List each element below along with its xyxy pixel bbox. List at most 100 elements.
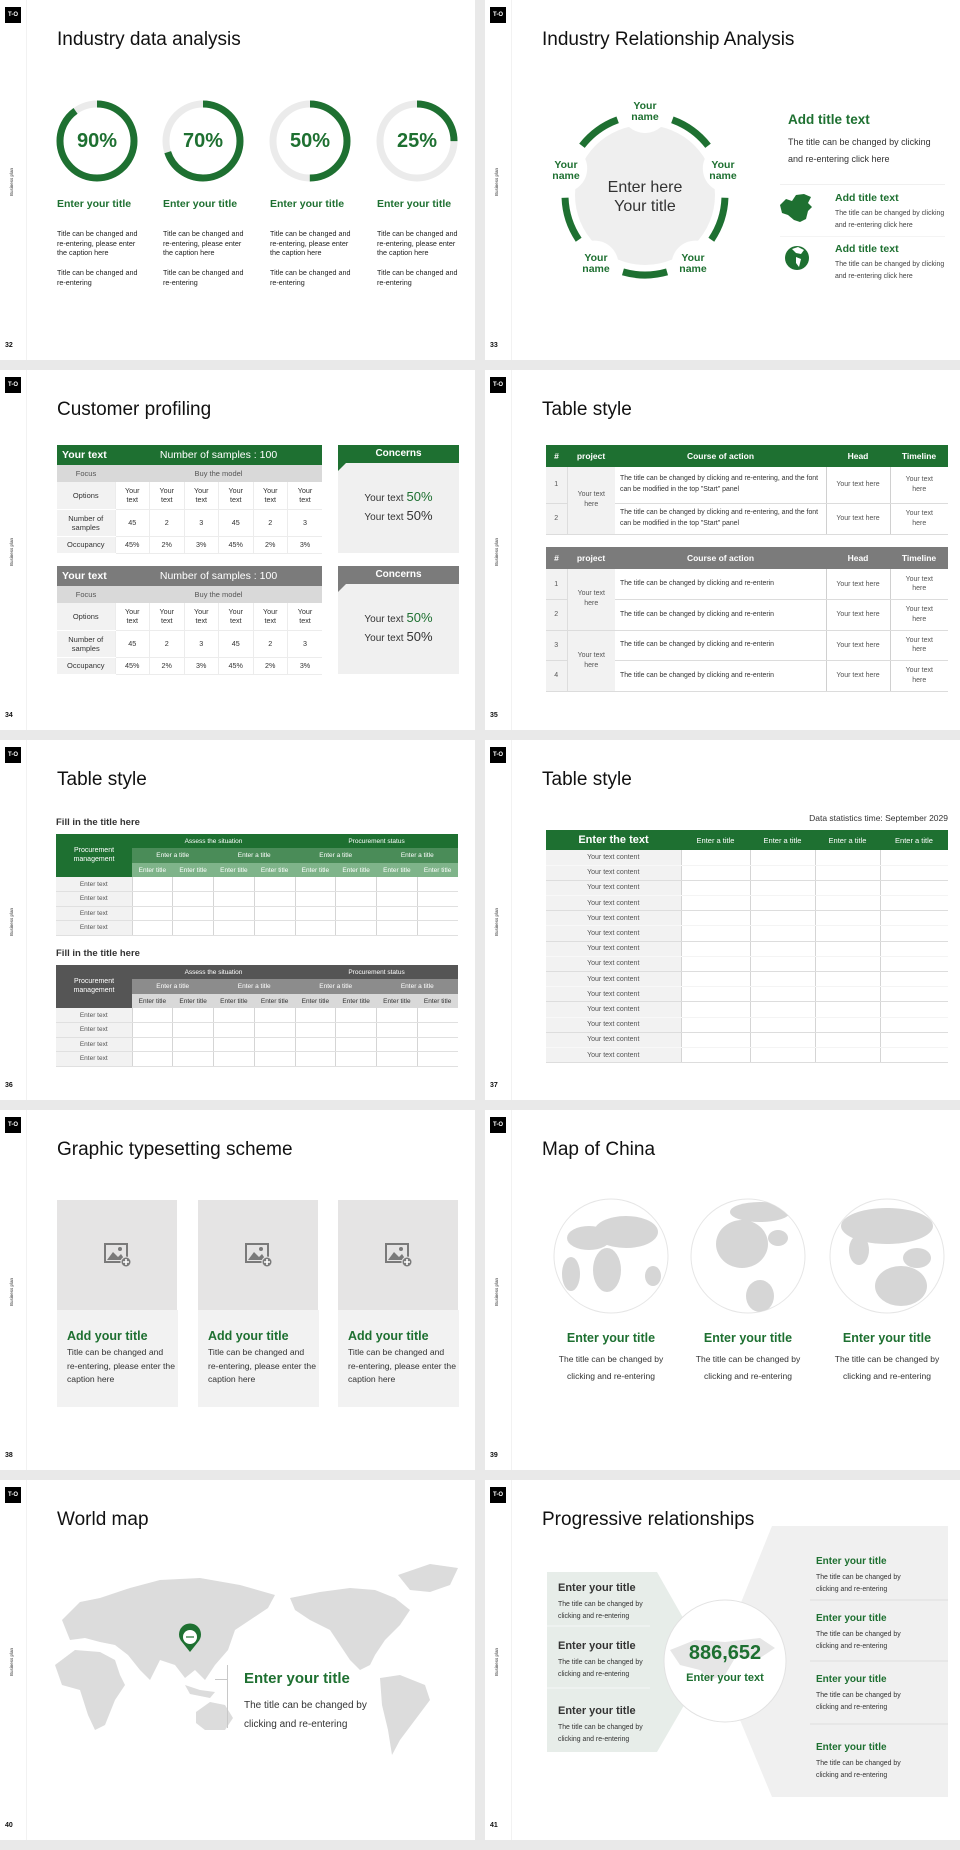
subgroup-header: Enter a title bbox=[295, 848, 377, 863]
column-header: project bbox=[567, 547, 615, 569]
empty-cell bbox=[294, 891, 336, 907]
slide-32[interactable]: T-O Business plan 32 Industry data analysis… bbox=[0, 0, 475, 360]
table-cell: 2 bbox=[149, 509, 184, 537]
table-header-right: Number of samples : 100 bbox=[115, 566, 323, 586]
image-placeholder[interactable] bbox=[338, 1200, 458, 1310]
empty-cell bbox=[294, 877, 336, 892]
column-header: Enter title bbox=[132, 994, 173, 1008]
empty-cell bbox=[253, 1037, 295, 1052]
course-cell: The title can be changed by clicking and… bbox=[615, 503, 826, 535]
page-number: 40 bbox=[5, 1822, 13, 1829]
empty-cell bbox=[749, 865, 815, 881]
ring-arc-segment bbox=[621, 268, 669, 279]
item-title: Add title text bbox=[835, 192, 899, 204]
fold-corner bbox=[338, 584, 346, 592]
empty-cell bbox=[814, 925, 880, 942]
slide-35[interactable]: T-O Business plan 35 Table style # project Cou… bbox=[485, 370, 960, 730]
page-number: 33 bbox=[490, 342, 498, 349]
globe-illustration bbox=[690, 1198, 806, 1314]
item-body: Title can be changed and re-entering, pl… bbox=[163, 229, 244, 258]
empty-cell bbox=[749, 850, 815, 866]
column-header: Enter title bbox=[213, 994, 255, 1008]
timeline-cell: Your text here bbox=[889, 569, 948, 600]
china-shape bbox=[780, 194, 812, 222]
globe-title: Enter your title bbox=[566, 1331, 656, 1345]
table-cell: Your text bbox=[218, 482, 253, 510]
globe-body: The title can be changed by clicking and… bbox=[558, 1354, 664, 1381]
left-item-title: Enter your title bbox=[558, 1705, 636, 1717]
logo: T-O bbox=[5, 377, 21, 393]
empty-cell bbox=[814, 986, 880, 1003]
table-cell: 45% bbox=[218, 657, 253, 675]
focus-label: Focus bbox=[57, 586, 115, 603]
head-cell: Your text here bbox=[825, 467, 890, 504]
procurement-table: Procurement management Assess the situati… bbox=[56, 965, 459, 1067]
sidebar-divider bbox=[26, 740, 27, 1100]
empty-cell bbox=[680, 941, 750, 957]
empty-cell bbox=[814, 1032, 880, 1048]
row-number: 1 bbox=[546, 467, 568, 504]
slide-40[interactable]: T-O Business plan 40 World map Enter your ti… bbox=[0, 1480, 475, 1840]
subgroup-header: Enter a title bbox=[295, 979, 377, 994]
row-label: Your text content bbox=[546, 910, 681, 927]
empty-cell bbox=[680, 850, 750, 866]
table-row: Your text content bbox=[546, 971, 948, 988]
empty-cell bbox=[376, 1051, 418, 1067]
slide-34[interactable]: T-O Business plan 34 Customer profiling Your… bbox=[0, 370, 475, 730]
table-row: 4 The title can be changed by clicking an… bbox=[546, 660, 948, 692]
image-placeholder[interactable] bbox=[198, 1200, 318, 1310]
item-body: The title can be changed by clicking and… bbox=[835, 261, 945, 280]
table-cell: 2% bbox=[149, 536, 184, 554]
empty-cell bbox=[879, 850, 948, 866]
empty-cell bbox=[814, 1047, 880, 1064]
table-cell: 3% bbox=[287, 536, 323, 554]
empty-cell bbox=[172, 1051, 214, 1067]
continent-shape bbox=[746, 1280, 774, 1312]
item-title: Enter your title bbox=[270, 198, 345, 210]
center-text: Enter your text bbox=[686, 1672, 764, 1684]
empty-cell bbox=[294, 1022, 336, 1038]
row-label: Your text content bbox=[546, 1032, 681, 1048]
profile-table: Your text Number of samples : 100 Focus Buy… bbox=[57, 566, 323, 675]
slide-title: Map of China bbox=[542, 1139, 656, 1160]
table-cell: 3 bbox=[287, 630, 323, 658]
empty-cell bbox=[335, 891, 377, 907]
empty-cell bbox=[376, 1022, 418, 1038]
row-label: Your text content bbox=[546, 971, 681, 988]
slide-37[interactable]: T-O Business plan 37 Table style Data statis… bbox=[485, 740, 960, 1100]
slide-38[interactable]: T-O Business plan 38 Graphic typesetting sc… bbox=[0, 1110, 475, 1470]
left-item-body: The title can be changed by clicking and… bbox=[558, 1601, 643, 1620]
slide-33[interactable]: T-O Business plan 33 Industry Relationship … bbox=[485, 0, 960, 360]
slide-36[interactable]: T-O Business plan 36 Table style Fill in the… bbox=[0, 740, 475, 1100]
table-row: # project Course of action Head Timeline bbox=[546, 547, 948, 569]
table-row: Your text content bbox=[546, 925, 948, 942]
slide-41[interactable]: T-O Business plan 41 Progressive relationsh… bbox=[485, 1480, 960, 1840]
slide-39[interactable]: T-O Business plan 39 Map of China Enter your… bbox=[485, 1110, 960, 1470]
empty-cell bbox=[335, 877, 377, 892]
empty-cell bbox=[376, 920, 418, 936]
donut-progress-arc bbox=[56, 100, 138, 182]
column-header: Enter title bbox=[335, 863, 377, 877]
empty-cell bbox=[749, 895, 815, 912]
column-header: Enter title bbox=[254, 863, 295, 877]
table-cell: 2% bbox=[252, 657, 288, 675]
continent-north-america bbox=[290, 1588, 410, 1670]
empty-cell bbox=[416, 920, 459, 936]
mountain bbox=[388, 1252, 406, 1260]
table-cell: Your text bbox=[114, 603, 150, 631]
empty-cell bbox=[879, 865, 948, 881]
logo: T-O bbox=[490, 1117, 506, 1133]
node-name: Your name bbox=[631, 100, 659, 123]
empty-cell bbox=[416, 1008, 459, 1023]
empty-cell bbox=[213, 1008, 255, 1023]
table-row: 1 Your text here The title can be changed … bbox=[546, 569, 948, 631]
page-number: 36 bbox=[5, 1082, 13, 1089]
continent-shape bbox=[849, 1235, 869, 1265]
donut-chart bbox=[376, 100, 458, 182]
empty-cell bbox=[879, 986, 948, 1003]
right-item-body: The title can be changed by clicking and… bbox=[816, 1692, 901, 1711]
row-label: Your text content bbox=[546, 1001, 681, 1018]
table-row: 1 Your text here The title can be changed … bbox=[546, 467, 948, 535]
continent-africa bbox=[55, 1650, 125, 1730]
image-placeholder[interactable] bbox=[57, 1200, 177, 1310]
